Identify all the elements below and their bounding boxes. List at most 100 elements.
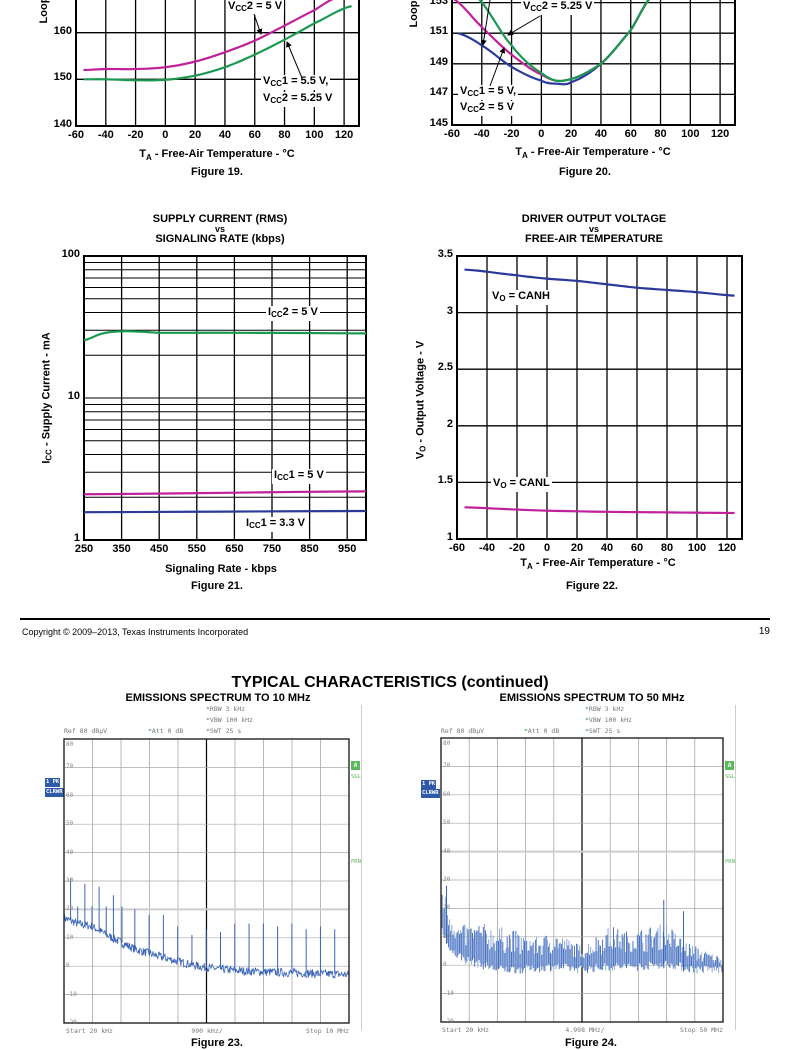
y-sub: CC xyxy=(44,449,54,461)
x-tick-label: 120 xyxy=(710,128,730,140)
m: V xyxy=(523,0,531,12)
fig20-xaxis-title: TA - Free-Air Temperature - °C xyxy=(515,146,670,160)
fig23-ref: Ref 80 dBµV xyxy=(64,727,108,735)
x-tick-label: -40 xyxy=(479,542,495,554)
y-tick-label: 70 xyxy=(443,762,451,770)
x-tick-label: 120 xyxy=(334,129,354,141)
plot-frame xyxy=(75,0,360,127)
x-tick-label: -20 xyxy=(509,542,525,554)
y-tick-label: 151 xyxy=(429,25,448,38)
s: CC xyxy=(467,89,479,98)
r: = CANH xyxy=(505,290,550,302)
y-main: I xyxy=(40,460,53,464)
x-tick-label: 40 xyxy=(594,128,608,140)
y-tick-label: 3.5 xyxy=(437,248,453,260)
fig19-label-top: VCC2 = 5 V xyxy=(226,0,285,15)
s: O xyxy=(499,294,506,303)
series-line-2 xyxy=(478,0,650,83)
x-tick-label: -40 xyxy=(473,128,490,140)
y-tick-label: 149 xyxy=(429,55,448,68)
fig24-right-rule xyxy=(735,705,736,1030)
fig22-label-canh: VO = CANH xyxy=(490,290,552,305)
x-tick-label: -20 xyxy=(503,128,520,140)
y-tick-label: 50 xyxy=(443,819,451,827)
y-tick-label: 10 xyxy=(67,390,80,402)
x-tick-label: 0 xyxy=(162,129,169,141)
series-line-0 xyxy=(83,0,334,72)
x-tick-label: -40 xyxy=(97,129,114,141)
r: = CANL xyxy=(506,477,550,489)
fig19-caption: Figure 19. xyxy=(191,166,243,178)
x-tick-label: 20 xyxy=(189,129,202,141)
y-tick-label: 40 xyxy=(66,848,74,856)
fig23-caption: Figure 23. xyxy=(191,1037,243,1049)
fig23-rbw: *RBW 3 kHz xyxy=(206,705,246,713)
fig20-caption: Figure 20. xyxy=(559,166,611,178)
y-tick-label: 60 xyxy=(66,791,74,799)
plot-frame xyxy=(440,737,724,1023)
y-tick-label: 30 xyxy=(66,877,74,884)
x-tick-label: 60 xyxy=(630,542,644,554)
x-tick-label: 60 xyxy=(624,128,637,140)
t: RBW 3 kHz xyxy=(209,705,246,713)
y-tick-label: 40 xyxy=(443,847,451,855)
r: 1 = 5.5 V, xyxy=(281,75,329,87)
fig23-att: *Att 0 dB xyxy=(148,727,184,735)
y-tick-label: 147 xyxy=(429,86,448,99)
series-line-2 xyxy=(83,509,367,514)
s: CC xyxy=(270,79,282,88)
plot-frame xyxy=(63,738,350,1024)
y-tick-label: 2.5 xyxy=(437,361,453,374)
chart-canvas xyxy=(63,738,350,1024)
x-sub: A xyxy=(146,153,152,163)
fig19-label-b: VCC2 = 5.25 V xyxy=(261,92,335,107)
s: CC xyxy=(530,4,542,13)
figure-23-plot: 80 70 60 50 40 30 20 10 0 -10 -20 xyxy=(63,738,350,1026)
y-tick-label: 160 xyxy=(53,24,72,37)
fig22-yaxis-title: VO - Output Voltage - V xyxy=(415,341,428,459)
r: 1 = 5 V xyxy=(288,469,324,481)
fig24-a-badge: A xyxy=(725,761,734,770)
x-main: T xyxy=(520,557,527,569)
y-tick-label: 10 xyxy=(443,932,451,940)
x-tick-label: 40 xyxy=(600,542,614,554)
x-tick-label: 0 xyxy=(543,542,551,554)
y-tick-label: 2 xyxy=(446,417,453,430)
x-tick-label: -20 xyxy=(127,129,144,141)
x-main: T xyxy=(515,146,522,158)
fig24-att: *Att 0 dB xyxy=(524,727,560,735)
y-tick-label: 50 xyxy=(66,820,74,828)
x-rest: - Free-Air Temperature - °C xyxy=(527,146,671,158)
fig24-caption: Figure 24. xyxy=(565,1037,617,1049)
fig24-start: Start 20 kHz xyxy=(442,1026,489,1034)
y-main: V xyxy=(414,451,427,460)
x-tick-label: 850 xyxy=(300,543,319,555)
x-tick-label: 100 xyxy=(681,128,700,140)
x-tick-label: 350 xyxy=(112,543,131,555)
t: SWT 25 s xyxy=(209,727,242,735)
s: CC xyxy=(270,96,282,105)
x-rest: - Free-Air Temperature - °C xyxy=(151,148,295,160)
fig23-right-rule xyxy=(361,705,362,1030)
x-tick-label: 60 xyxy=(248,129,261,141)
fig24-sgl: SGL xyxy=(725,774,735,780)
fig24-prn: PRN xyxy=(725,859,735,865)
series-line-1 xyxy=(464,506,735,515)
t: Att 0 dB xyxy=(527,727,560,735)
y-tick-label: 80 xyxy=(66,741,74,748)
plot-frame xyxy=(456,255,743,540)
m: V xyxy=(493,477,501,489)
r: 1 = 3.3 V xyxy=(260,517,305,529)
fig21-title: SUPPLY CURRENT (RMS) vs SIGNALING RATE (kb… xyxy=(153,214,287,245)
y-tick-label: 1 xyxy=(73,532,80,544)
y-tick-label: 1 xyxy=(446,531,453,543)
fig23-trace-badge: 1 PK xyxy=(45,778,61,787)
series-line-1 xyxy=(83,490,367,496)
y-tick-label: 0 xyxy=(66,962,70,970)
x-tick-label: 750 xyxy=(262,543,282,555)
fig22-title: DRIVER OUTPUT VOLTAGE vs FREE-AIR TEMPERAT… xyxy=(522,214,666,245)
x-tick-label: 20 xyxy=(565,128,578,140)
r: 2 = 5 V xyxy=(282,306,318,318)
s: CC xyxy=(467,105,479,114)
y-tick-label: 100 xyxy=(61,248,80,260)
